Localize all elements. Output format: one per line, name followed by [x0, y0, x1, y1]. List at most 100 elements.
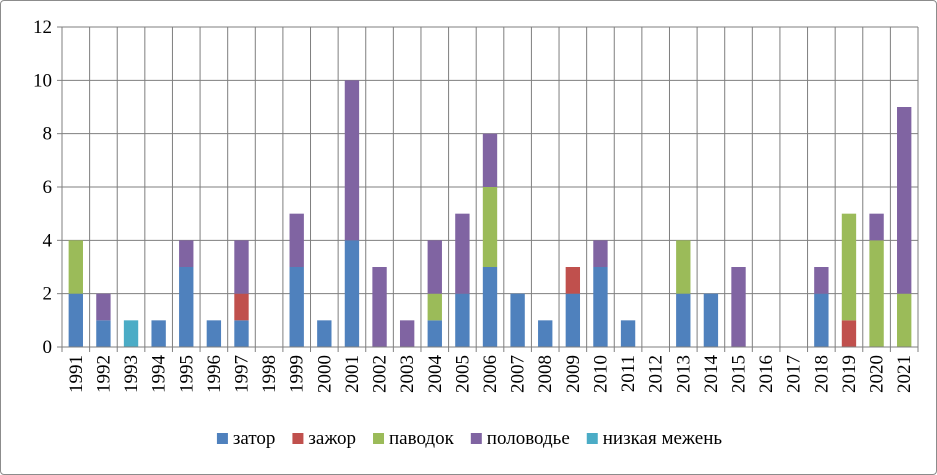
x-tick-label: 2020: [867, 355, 888, 393]
x-tick-label: 2011: [618, 355, 639, 392]
x-tick-label: 2008: [535, 355, 556, 393]
bar-segment: [179, 240, 194, 267]
x-tick-label: 2013: [673, 355, 694, 393]
y-tick-label: 2: [43, 284, 53, 305]
legend-swatch: [373, 433, 385, 444]
x-tick-label: 1991: [66, 355, 87, 393]
bar-segment: [814, 293, 829, 347]
x-tick-label: 2004: [425, 355, 446, 394]
legend-item: паводок: [373, 428, 455, 449]
x-tick-label: 2015: [729, 355, 750, 393]
bar-segment: [869, 213, 884, 241]
bar-segment: [234, 240, 249, 294]
x-tick-label: 1994: [149, 355, 170, 394]
x-tick-label: 2019: [839, 355, 860, 393]
x-tick-label: 1992: [93, 355, 114, 393]
y-tick-label: 0: [43, 337, 53, 358]
legend-swatch: [470, 433, 482, 444]
bar-segment: [344, 240, 360, 347]
x-tick-label: 2007: [508, 355, 529, 393]
x-tick-label: 1993: [121, 355, 142, 393]
bar-segment: [676, 293, 691, 347]
x-tick-label: 1998: [259, 355, 280, 393]
legend-item: половодье: [470, 428, 570, 449]
legend-swatch: [586, 433, 598, 444]
bar-segment: [538, 320, 553, 347]
x-tick-label: 2010: [590, 355, 611, 393]
legend-label: половодье: [487, 428, 570, 449]
x-tick-label: 2006: [480, 355, 501, 393]
y-tick-label: 6: [43, 177, 53, 198]
legend-swatch: [292, 433, 304, 444]
legend-item: затор: [216, 428, 276, 449]
axis-layer: 0 2 4 6 8 10 12 1991 1992 1993 1994 1995 1996 1997 199…: [33, 17, 919, 394]
x-tick-label: 2018: [811, 355, 832, 393]
bar-segment: [593, 240, 608, 267]
bar-segment: [68, 293, 83, 347]
bar-segment: [565, 267, 581, 294]
legend-swatch: [216, 433, 228, 444]
x-tick-label: 1996: [204, 355, 225, 393]
bar-segment: [427, 320, 442, 347]
x-tick-label: 2021: [894, 355, 915, 393]
bar-segment: [427, 293, 442, 321]
x-tick-label: 2009: [563, 355, 584, 393]
bar-segment: [289, 213, 304, 267]
x-tick-label: 2002: [370, 355, 391, 393]
bar-segment: [289, 267, 304, 347]
legend-item: низкая межень: [586, 428, 723, 449]
bar-segment: [482, 187, 498, 267]
bar-segment: [482, 133, 498, 187]
x-tick-label: 2003: [397, 355, 418, 393]
legend-label: паводок: [389, 428, 455, 449]
bar-segment: [510, 293, 525, 347]
y-tick-label: 4: [43, 230, 53, 251]
legend-label: зажор: [308, 428, 356, 449]
bars-layer: [68, 80, 912, 347]
bar-segment: [344, 80, 360, 241]
x-tick-label: 2000: [314, 355, 335, 393]
legend-label: затор: [233, 428, 276, 449]
bar-segment: [151, 320, 166, 347]
bar-segment: [234, 320, 249, 347]
x-tick-label: 2001: [342, 355, 363, 393]
x-tick-label: 2017: [784, 355, 805, 393]
bar-segment: [482, 267, 498, 347]
bar-segment: [179, 267, 194, 347]
legend: затор зажор паводок половодье низкая межень: [216, 428, 723, 449]
bar-segment: [814, 267, 829, 294]
bar-segment: [234, 293, 249, 321]
y-tick-label: 10: [33, 70, 52, 91]
bar-segment: [427, 240, 442, 294]
bar-segment: [620, 320, 636, 347]
legend-label: низкая межень: [603, 428, 723, 449]
bar-segment: [676, 240, 691, 294]
bar-segment: [68, 240, 83, 294]
y-tick-label: 12: [33, 17, 52, 38]
x-tick-label: 2012: [646, 355, 667, 393]
y-tick-label: 8: [43, 124, 53, 145]
bar-segment: [703, 293, 719, 347]
grid-layer: [61, 26, 919, 347]
x-tick-label: 2014: [701, 355, 722, 394]
bar-segment: [841, 213, 857, 321]
bar-segment: [731, 267, 746, 347]
bar-segment: [593, 267, 608, 347]
bar-segment: [455, 213, 470, 294]
x-tick-label: 1997: [231, 355, 252, 393]
bar-segment: [206, 320, 222, 347]
x-tick-label: 2016: [756, 355, 777, 393]
bar-segment: [399, 320, 415, 347]
bar-segment: [96, 320, 111, 347]
bar-segment: [123, 320, 139, 347]
x-tick-label: 2005: [452, 355, 473, 393]
bar-segment: [317, 320, 332, 347]
bar-segment: [372, 267, 387, 347]
bar-segment: [869, 240, 884, 347]
x-tick-label: 1995: [176, 355, 197, 393]
bar-segment: [455, 293, 470, 347]
bar-segment: [96, 293, 111, 321]
bar-segment: [841, 320, 857, 347]
